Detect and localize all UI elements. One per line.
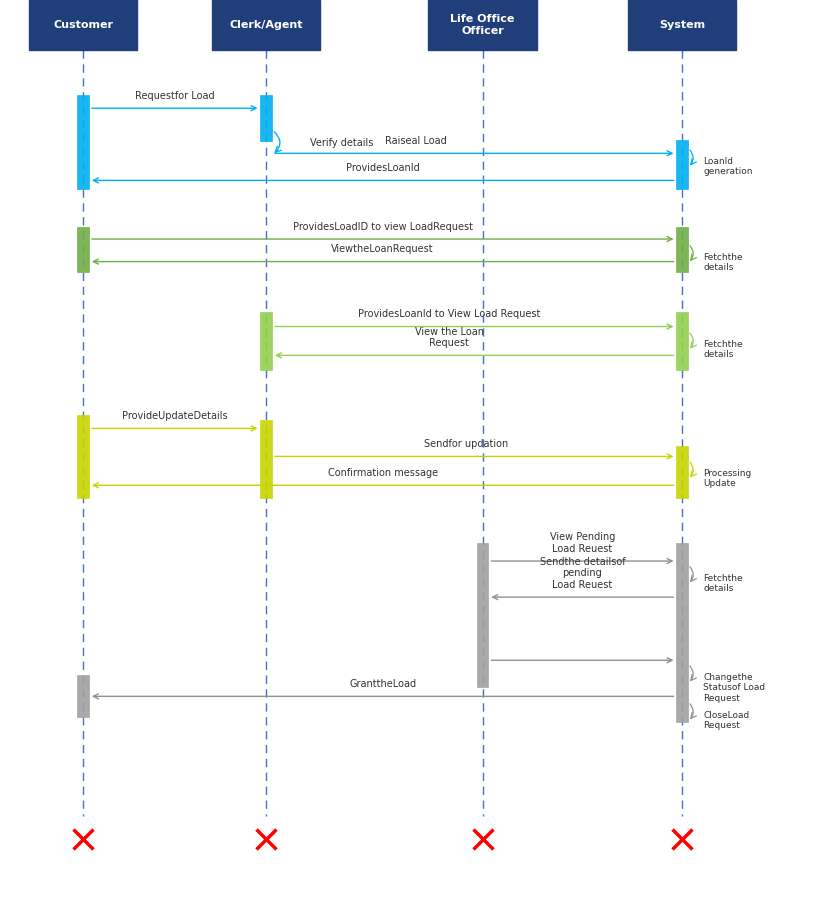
FancyBboxPatch shape xyxy=(676,543,688,722)
FancyBboxPatch shape xyxy=(29,0,137,50)
Text: ViewtheLoanRequest: ViewtheLoanRequest xyxy=(331,244,434,254)
FancyBboxPatch shape xyxy=(676,312,688,370)
Text: ProvidesLoadID to view LoadRequest: ProvidesLoadID to view LoadRequest xyxy=(293,222,473,232)
Text: Fetchthe
details: Fetchthe details xyxy=(703,253,743,272)
Text: Changethe
Statusof Load
Request: Changethe Statusof Load Request xyxy=(703,673,765,703)
Text: Raiseal Load: Raiseal Load xyxy=(385,136,447,146)
FancyBboxPatch shape xyxy=(212,0,320,50)
FancyBboxPatch shape xyxy=(77,227,89,272)
Text: Sendthe detailsof
pending
Load Reuest: Sendthe detailsof pending Load Reuest xyxy=(540,557,625,590)
Text: Confirmation message: Confirmation message xyxy=(328,468,438,478)
FancyBboxPatch shape xyxy=(676,227,688,272)
Text: Verify details: Verify details xyxy=(310,137,373,148)
Text: Fetchthe
details: Fetchthe details xyxy=(703,340,743,360)
Text: Processing
Update: Processing Update xyxy=(703,469,751,489)
Text: GranttheLoad: GranttheLoad xyxy=(349,679,416,689)
Text: CloseLoad
Request: CloseLoad Request xyxy=(703,711,750,731)
FancyBboxPatch shape xyxy=(77,415,89,498)
Text: System: System xyxy=(659,20,706,30)
Text: View Pending
Load Reuest: View Pending Load Reuest xyxy=(550,532,615,554)
Text: ProvidesLoanId: ProvidesLoanId xyxy=(346,163,419,173)
Text: View the Loan
Request: View the Loan Request xyxy=(415,327,483,348)
FancyBboxPatch shape xyxy=(260,95,272,141)
FancyBboxPatch shape xyxy=(477,543,488,687)
Text: ProvidesLoanId to View Load Request: ProvidesLoanId to View Load Request xyxy=(358,309,541,319)
Text: ProvideUpdateDetails: ProvideUpdateDetails xyxy=(122,411,227,421)
Text: Sendfor updation: Sendfor updation xyxy=(423,439,508,449)
FancyBboxPatch shape xyxy=(628,0,736,50)
FancyBboxPatch shape xyxy=(428,0,537,50)
FancyBboxPatch shape xyxy=(676,140,688,189)
FancyBboxPatch shape xyxy=(260,312,272,370)
Text: Requestfor Load: Requestfor Load xyxy=(135,91,215,101)
Text: LoanId
generation: LoanId generation xyxy=(703,157,752,177)
FancyBboxPatch shape xyxy=(676,446,688,498)
FancyBboxPatch shape xyxy=(77,95,89,189)
Text: Clerk/Agent: Clerk/Agent xyxy=(230,20,303,30)
FancyBboxPatch shape xyxy=(77,675,89,717)
Text: Customer: Customer xyxy=(53,20,113,30)
FancyBboxPatch shape xyxy=(260,420,272,498)
Text: Life Office
Officer: Life Office Officer xyxy=(450,14,515,35)
Text: Fetchthe
details: Fetchthe details xyxy=(703,574,743,594)
